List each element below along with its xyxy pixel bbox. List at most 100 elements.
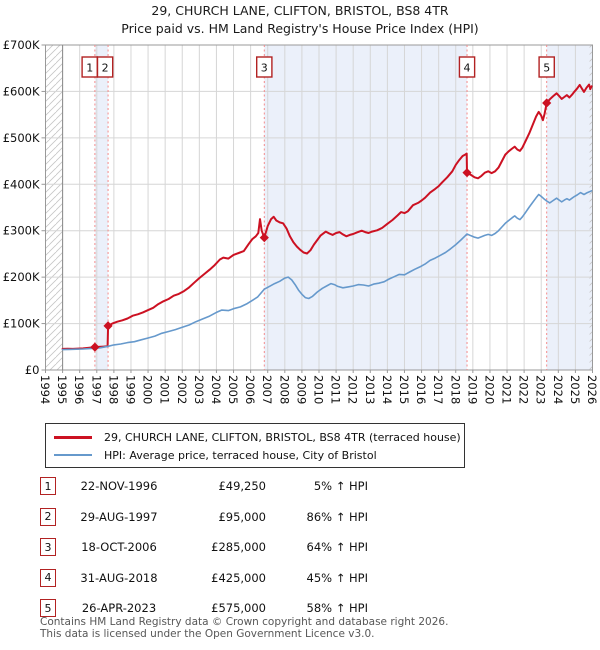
x-tick-label: 2015 [397,375,411,404]
transaction-price: £95,000 [218,509,266,524]
transaction-number-box: 4 [40,568,56,587]
transaction-number-box: 1 [40,477,56,496]
transaction-vs-hpi: 5% ↑ HPI [313,479,368,494]
y-tick-label: £0 [25,363,40,377]
footer-line-1: Contains HM Land Registry data © Crown c… [40,616,449,628]
sale-number-label: 5 [543,62,550,75]
legend-line-swatch [54,454,92,456]
sale-number-label: 2 [102,62,109,75]
transaction-row: 1 22-NOV-1996 £49,250 5% ↑ HPI [40,471,368,502]
x-tick-label: 2010 [312,375,326,404]
hatch-band [589,45,593,370]
sale-number-label: 3 [261,62,268,75]
transaction-row: 3 18-OCT-2006 £285,000 64% ↑ HPI [40,532,368,563]
sale-marker-diamond [90,342,100,352]
transaction-vs-hpi: 45% ↑ HPI [306,570,368,585]
x-tick-label: 1996 [72,375,86,404]
sale-number-box [538,56,555,78]
x-tick-label: 1995 [55,375,69,404]
no-data-hatch [45,45,593,370]
x-tick-label: 2016 [414,375,428,404]
footer-line-2: This data is licensed under the Open Gov… [40,627,375,640]
legend-row-hpi: HPI: Average price, terraced house, City… [54,446,464,464]
x-tick-label: 1998 [106,375,120,404]
transaction-row: 4 31-AUG-2018 £425,000 45% ↑ HPI [40,563,368,594]
transaction-price: £575,000 [211,601,266,616]
x-tick-label: 2007 [260,375,274,404]
transaction-row: 2 29-AUG-1997 £95,000 86% ↑ HPI [40,502,368,533]
sale-number-box [96,56,114,78]
y-tick-label: £400K [3,177,40,191]
transaction-vs-hpi: 86% ↑ HPI [306,509,368,524]
ownership-bands [94,45,593,370]
transaction-price: £49,250 [218,479,266,494]
ownership-band [94,45,109,370]
transactions-table: 1 22-NOV-1996 £49,250 5% ↑ HPI 2 29-AUG-1997 £… [40,471,368,624]
y-tick-label: £300K [3,224,40,238]
x-tick-label: 2008 [277,375,291,404]
x-tick-label: 2009 [294,375,308,404]
x-tick-label: 2022 [517,375,531,404]
footer-attribution: Contains HM Land Registry data © Crown c… [40,616,449,640]
x-tick-label: 2019 [465,375,479,404]
transaction-price: £425,000 [211,570,266,585]
y-tick-label: £200K [3,270,40,284]
transaction-number-box: 5 [40,599,56,618]
ownership-band [264,45,468,370]
x-tick-label: 2012 [346,375,360,404]
y-tick-label: £100K [3,317,40,331]
x-tick-label: 2001 [158,375,172,404]
transaction-number-box: 2 [40,507,56,526]
price-history-chart: £700K £600K £500K £400K £300K £200K £100K £0 199… [3,38,599,404]
x-tick-label: 2023 [534,375,548,404]
x-tick-label: 2014 [380,375,394,404]
chart-title: 29, CHURCH LANE, CLIFTON, BRISTOL, BS8 4… [151,3,449,18]
data-series [61,83,593,351]
sale-marker-diamond [462,168,472,178]
hpi-line [61,190,593,351]
x-tick-label: 2003 [192,375,206,404]
y-tick-label: £700K [3,38,40,52]
x-tick-label: 2018 [448,375,462,404]
transaction-date: 31-AUG-2018 [80,570,158,585]
x-tick-label: 2013 [363,375,377,404]
sale-number-label: 4 [464,62,471,75]
transaction-date: 29-AUG-1997 [80,509,158,524]
x-tick-label: 2002 [175,375,189,404]
ownership-band [546,45,593,370]
sale-marker-diamond [542,98,552,108]
legend-line-swatch [54,435,92,439]
y-tick-label: £500K [3,131,40,145]
sale-number-box [458,56,476,78]
legend-row-property: 29, CHURCH LANE, CLIFTON, BRISTOL, BS8 4… [54,428,464,446]
sale-marker-diamond [103,321,113,331]
x-tick-label: 2024 [551,375,565,404]
transaction-vs-hpi: 58% ↑ HPI [306,601,368,616]
x-tick-label: 1997 [89,375,103,404]
transaction-vs-hpi: 64% ↑ HPI [306,540,368,555]
x-tick-label: 2020 [482,375,496,404]
transaction-date: 26-APR-2023 [81,601,157,616]
hatch-band [45,45,63,370]
x-tick-label: 2006 [243,375,257,404]
x-tick-label: 2011 [329,375,343,404]
x-tick-label: 1999 [123,375,137,404]
sale-markers [90,98,552,352]
gridlines [45,44,593,371]
x-tick-label: 2017 [431,375,445,404]
x-tick-label: 2004 [209,375,223,404]
x-tick-label: 2021 [500,375,514,404]
transaction-date: 18-OCT-2006 [81,540,157,555]
axis-labels: £700K £600K £500K £400K £300K £200K £100K £0 199… [3,38,599,404]
transaction-number-box: 3 [40,538,56,557]
sale-number-label: 1 [86,62,93,75]
legend-label: HPI: Average price, terraced house, City… [104,448,377,462]
chart-subtitle: Price paid vs. HM Land Registry's House … [121,21,479,36]
sale-number-box [256,56,273,78]
x-tick-label: 2005 [226,375,240,404]
transaction-price: £285,000 [211,540,266,555]
legend: 29, CHURCH LANE, CLIFTON, BRISTOL, BS8 4… [45,423,465,468]
y-tick-label: £600K [3,84,40,98]
